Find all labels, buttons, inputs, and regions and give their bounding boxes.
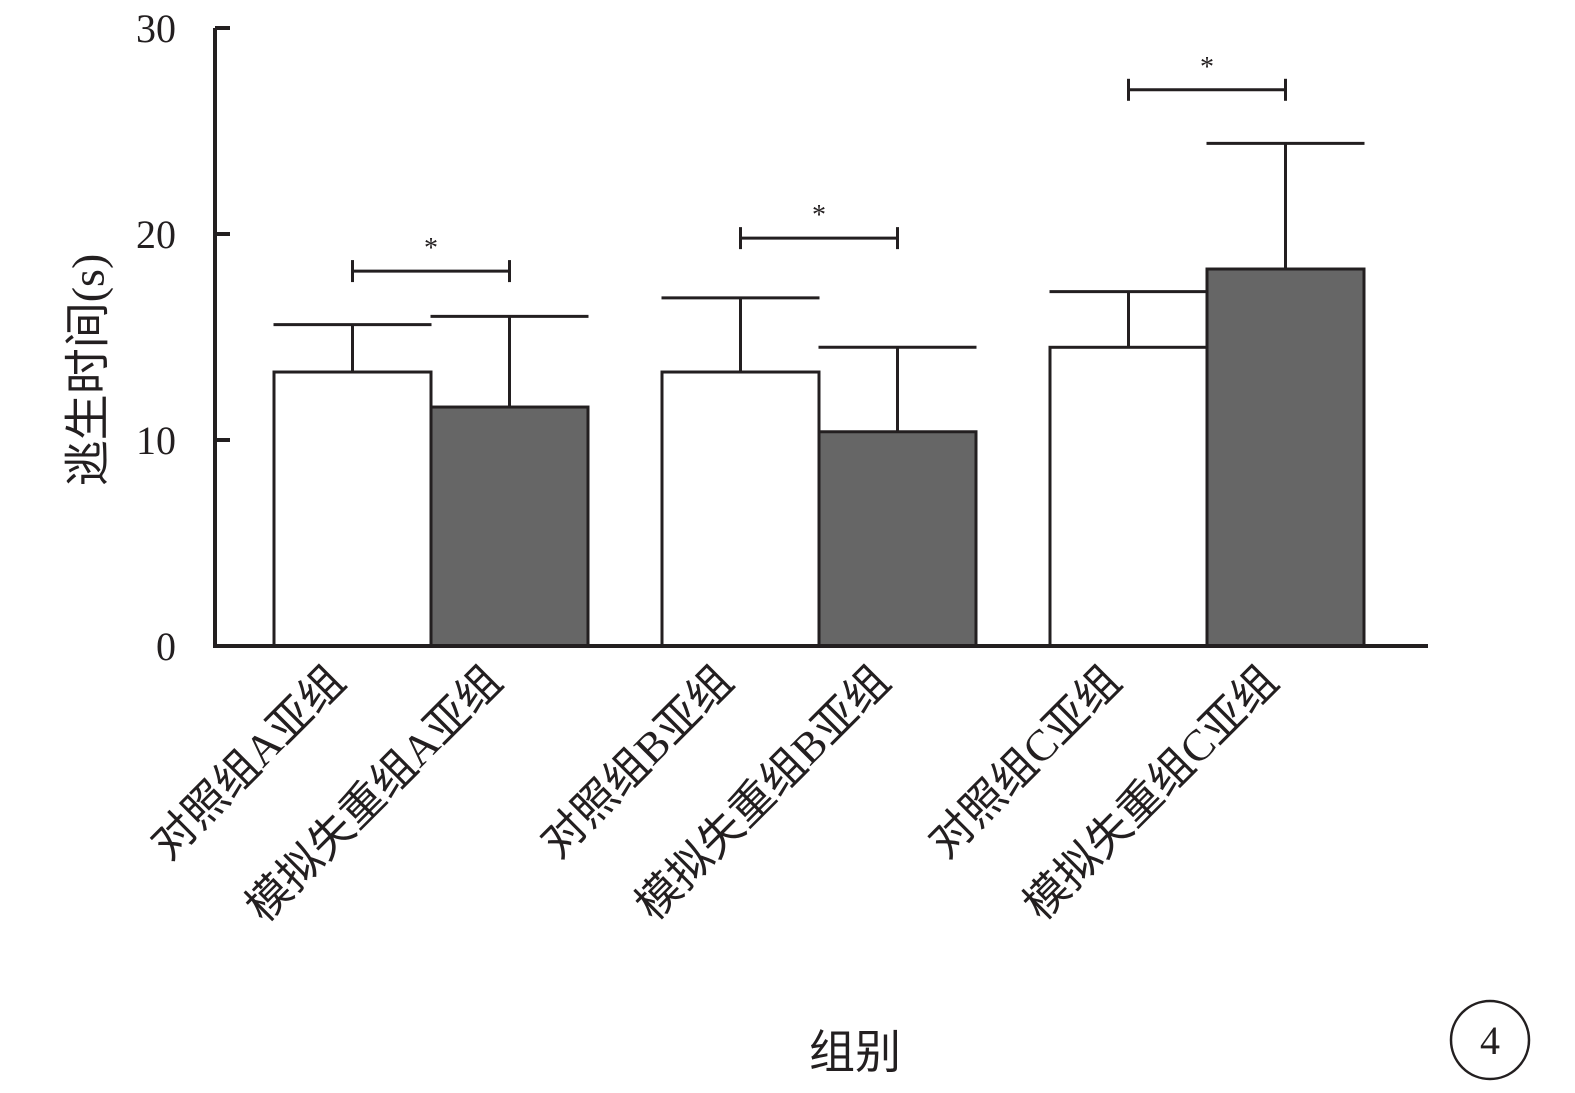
significance-label: * (1200, 52, 1214, 83)
y-ticks-layer: 0 10 20 30 (136, 6, 230, 669)
significance-bracket-2: * (739, 200, 899, 250)
y-tick-label: 0 (156, 624, 176, 669)
panel-badge: 4 (1449, 999, 1531, 1081)
y-tick-label: 20 (136, 212, 176, 257)
y-tick-30: 30 (136, 6, 230, 51)
significance-bracket-3: * (1127, 52, 1287, 101)
error-bar-3 (661, 296, 820, 373)
y-tick-label: 30 (136, 6, 176, 51)
y-axis-title: 逃生时间(s) (63, 254, 114, 487)
error-bars-layer (273, 141, 1365, 432)
bar-2 (429, 405, 590, 648)
x-axis-title: 组别 (809, 1027, 901, 1078)
significance-bracket-1: * (351, 233, 511, 283)
significance-label: * (812, 200, 826, 231)
bar-6 (1205, 267, 1366, 648)
bar-4 (817, 430, 978, 648)
bar-3 (660, 370, 821, 648)
bar-5 (1048, 345, 1209, 648)
error-bar-6 (1206, 141, 1365, 270)
y-tick-10: 10 (136, 418, 230, 463)
bar-1 (272, 370, 433, 648)
panel-badge-circle (1449, 999, 1531, 1081)
error-bar-2 (430, 314, 589, 408)
bars-layer (272, 267, 1366, 648)
error-bar-1 (273, 323, 432, 373)
y-tick-0: 0 (156, 624, 230, 669)
error-bar-4 (818, 345, 977, 432)
panel-badge-label: 4 (1480, 1018, 1500, 1063)
error-bar-5 (1049, 290, 1208, 348)
y-tick-20: 20 (136, 212, 230, 257)
significance-layer: * * * (351, 52, 1287, 283)
significance-label: * (424, 233, 438, 264)
y-tick-label: 10 (136, 418, 176, 463)
